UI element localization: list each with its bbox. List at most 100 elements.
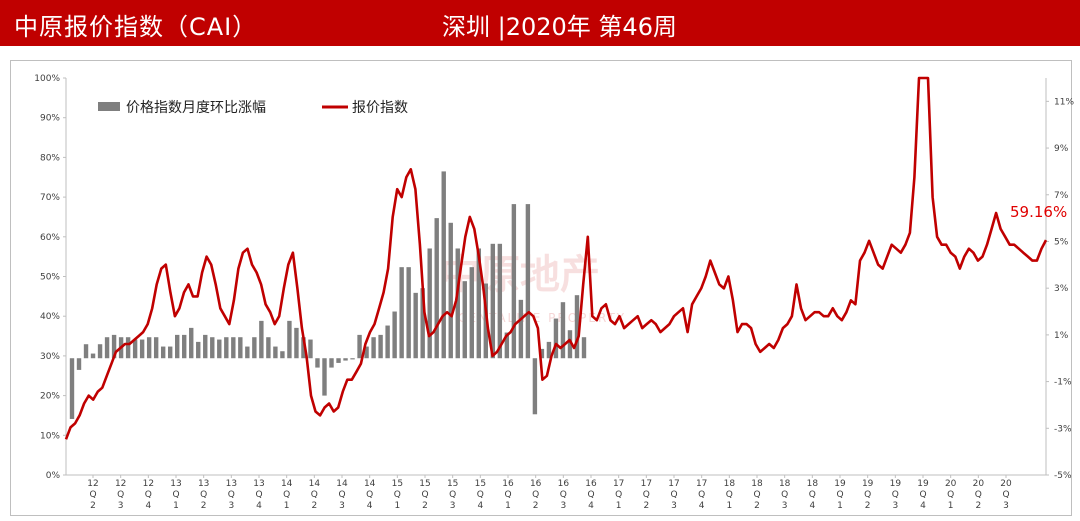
bar	[567, 330, 573, 359]
x-tick-label: Q	[200, 490, 207, 500]
x-tick-label: 2	[422, 501, 428, 511]
bar	[469, 267, 474, 359]
x-tick-label: 16	[502, 479, 514, 489]
x-tick-label: Q	[587, 490, 594, 500]
left-tick-label: 100%	[34, 74, 60, 84]
x-tick-label: Q	[809, 490, 816, 500]
x-tick-label: 4	[256, 501, 262, 511]
bar	[287, 320, 292, 359]
bar	[518, 299, 524, 359]
left-tick-label: 40%	[40, 312, 60, 322]
x-tick-label: 18	[751, 479, 763, 489]
x-tick-label: 15	[392, 479, 403, 489]
x-tick-label: 15	[419, 479, 430, 489]
x-tick-label: Q	[836, 490, 843, 500]
bar	[329, 358, 334, 368]
bar	[217, 339, 222, 359]
bar	[343, 358, 348, 361]
x-tick-label: 19	[862, 479, 874, 489]
legend: 价格指数月度环比涨幅 报价指数	[98, 100, 408, 116]
bar	[574, 295, 580, 359]
x-tick-label: 4	[920, 501, 926, 511]
x-tick-label: 15	[447, 479, 458, 489]
x-tick-label: Q	[255, 490, 262, 500]
bar	[160, 346, 166, 359]
x-tick-label: 3	[892, 501, 898, 511]
bar	[497, 243, 503, 359]
x-tick-label: 13	[170, 479, 181, 489]
bar	[252, 337, 257, 359]
x-tick-label: 20	[1000, 479, 1012, 489]
bar	[350, 358, 355, 360]
x-tick-label: 13	[253, 479, 264, 489]
x-tick-label: 14	[309, 479, 321, 489]
x-tick-label: Q	[145, 490, 152, 500]
x-tick-label: 14	[336, 479, 348, 489]
x-tick-label: 17	[613, 479, 624, 489]
bar	[504, 332, 510, 359]
x-tick-label: 2	[201, 501, 207, 511]
bar	[203, 334, 208, 359]
bar	[315, 358, 320, 368]
bar	[238, 337, 243, 359]
x-tick-label: Q	[504, 490, 511, 500]
x-tick-label: 4	[367, 501, 373, 511]
bar	[462, 281, 467, 359]
x-tick-label: 4	[809, 501, 815, 511]
bar	[511, 204, 517, 359]
x-tick-label: Q	[726, 490, 733, 500]
x-tick-label: 14	[364, 479, 376, 489]
bar	[196, 341, 201, 359]
title-bar: 中原报价指数（CAI） 深圳 |2020年 第46周	[0, 0, 1080, 46]
bar	[539, 348, 545, 359]
bar	[153, 337, 159, 359]
bar	[182, 334, 187, 359]
page-title: 中原报价指数（CAI）	[14, 13, 258, 41]
bar	[104, 337, 110, 359]
bar	[125, 337, 131, 359]
right-tick-label: 5%	[1054, 237, 1069, 247]
bar	[357, 334, 362, 359]
x-tick-label: 19	[890, 479, 902, 489]
x-tick-label: 1	[616, 501, 622, 511]
x-tick-label: 1	[505, 501, 511, 511]
bar	[581, 337, 587, 359]
bar	[546, 341, 552, 359]
right-tick-label: 1%	[1054, 331, 1069, 341]
left-tick-label: 50%	[40, 273, 60, 283]
x-tick-label: 12	[115, 479, 126, 489]
x-tick-label: Q	[643, 490, 650, 500]
bar	[455, 248, 460, 359]
x-tick-label: Q	[1002, 490, 1009, 500]
x-tick-label: 2	[311, 501, 317, 511]
x-tick-label: Q	[753, 490, 760, 500]
bar	[175, 334, 180, 359]
x-tick-label: Q	[449, 490, 456, 500]
right-tick-label: -3%	[1054, 424, 1072, 434]
x-tick-label: 1	[726, 501, 732, 511]
x-tick-label: 19	[917, 479, 929, 489]
x-tick-label: 12	[87, 479, 98, 489]
bar	[266, 337, 271, 359]
left-tick-label: 70%	[40, 193, 60, 203]
bar	[189, 327, 194, 359]
axes: 0% 10% 20% 30% 40% 50% 60% 70% 80% 90% 100% -5% -3% -…	[34, 74, 1074, 511]
left-tick-label: 60%	[40, 233, 60, 243]
bar	[167, 346, 173, 359]
x-tick-label: 18	[807, 479, 819, 489]
x-tick-label: Q	[394, 490, 401, 500]
x-tick-label: 3	[228, 501, 234, 511]
bar	[76, 358, 82, 370]
bar	[146, 337, 152, 359]
x-tick-label: Q	[532, 490, 539, 500]
x-tick-label: 3	[560, 501, 566, 511]
left-tick-label: 10%	[40, 431, 60, 441]
bar	[560, 302, 566, 359]
right-tick-label: -1%	[1054, 378, 1072, 388]
bar	[90, 353, 96, 359]
right-tick-label: 11%	[1054, 97, 1074, 107]
bar	[294, 327, 299, 359]
x-tick-label: 17	[696, 479, 707, 489]
x-tick-label: 3	[450, 501, 456, 511]
